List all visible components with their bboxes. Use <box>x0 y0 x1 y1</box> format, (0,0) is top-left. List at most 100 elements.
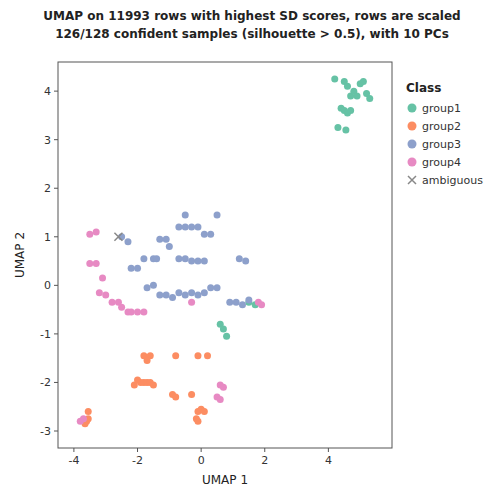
point <box>233 299 240 306</box>
legend-swatch <box>408 158 417 167</box>
point <box>131 381 138 388</box>
point <box>140 255 147 262</box>
point <box>258 301 265 308</box>
series <box>118 211 252 308</box>
x-tick <box>137 448 138 452</box>
point <box>128 309 135 316</box>
point <box>156 292 163 299</box>
point <box>150 381 157 388</box>
legend-label: group1 <box>422 102 461 115</box>
legend-label: group3 <box>422 138 461 151</box>
point <box>194 292 201 299</box>
legend-label: group4 <box>422 156 461 169</box>
point <box>194 258 201 265</box>
point <box>344 83 351 90</box>
point <box>109 299 116 306</box>
point <box>163 236 170 243</box>
point <box>144 357 151 364</box>
point <box>334 124 341 131</box>
point <box>242 258 249 265</box>
series <box>217 75 374 339</box>
y-tick-label: 3 <box>44 134 51 147</box>
x-tick-label: 4 <box>325 454 332 467</box>
point <box>172 394 179 401</box>
point <box>354 92 361 99</box>
point <box>153 255 160 262</box>
point <box>99 275 106 282</box>
chart: UMAP on 11993 rows with highest SD score… <box>0 0 504 504</box>
point <box>188 289 195 296</box>
point <box>366 95 373 102</box>
point <box>134 309 141 316</box>
legend-swatch <box>408 140 417 149</box>
series <box>77 228 265 424</box>
y-axis-label: UMAP 2 <box>13 232 27 278</box>
plot-frame <box>58 62 392 448</box>
point <box>223 333 230 340</box>
point <box>175 255 182 262</box>
y-tick-label: -3 <box>40 425 51 438</box>
point <box>226 299 233 306</box>
points <box>77 75 373 427</box>
point <box>188 391 195 398</box>
point <box>188 258 195 265</box>
point <box>217 396 224 403</box>
point <box>239 301 246 308</box>
point <box>144 284 151 291</box>
y-tick-label: 4 <box>44 85 51 98</box>
point <box>182 224 189 231</box>
point <box>182 255 189 262</box>
point <box>86 231 93 238</box>
point <box>245 296 252 303</box>
point <box>85 408 92 415</box>
point <box>182 292 189 299</box>
point <box>134 265 141 272</box>
y-tick <box>54 91 58 92</box>
x-tick <box>201 448 202 452</box>
legend: Classgroup1group2group3group4ambiguous <box>406 81 483 187</box>
point <box>175 224 182 231</box>
point <box>220 384 227 391</box>
point <box>201 408 208 415</box>
point <box>86 260 93 267</box>
point <box>118 304 125 311</box>
legend-swatch <box>408 104 417 113</box>
legend-swatch <box>408 122 417 131</box>
x-axis-label: UMAP 1 <box>202 473 248 487</box>
y-tick <box>54 139 58 140</box>
series <box>82 352 211 427</box>
point <box>347 107 354 114</box>
y-tick-label: -1 <box>40 328 51 341</box>
point <box>128 265 135 272</box>
point <box>163 292 170 299</box>
legend-label: group2 <box>422 120 461 133</box>
point <box>214 211 221 218</box>
point <box>331 75 338 82</box>
point <box>201 231 208 238</box>
series <box>114 233 122 241</box>
point <box>93 260 100 267</box>
point <box>188 299 195 306</box>
point <box>342 126 349 133</box>
x-tick-label: 0 <box>198 454 205 467</box>
point <box>172 352 179 359</box>
x-tick-label: 2 <box>261 454 268 467</box>
point <box>207 231 214 238</box>
point <box>214 284 221 291</box>
title: UMAP on 11993 rows with highest SD score… <box>43 9 460 23</box>
y-tick-label: 2 <box>44 182 51 195</box>
point <box>182 211 189 218</box>
point <box>201 258 208 265</box>
y-tick <box>54 188 58 189</box>
legend-swatch <box>408 176 416 184</box>
point <box>194 352 201 359</box>
y-tick-label: 1 <box>44 231 51 244</box>
subtitle: 126/128 confident samples (silhouette > … <box>55 27 449 41</box>
x-tick-label: -2 <box>132 454 143 467</box>
point <box>169 294 176 301</box>
axes: -4-2024-3-2-101234 <box>40 85 332 467</box>
point <box>156 236 163 243</box>
legend-label: ambiguous <box>422 174 483 187</box>
point <box>77 418 84 425</box>
point <box>93 228 100 235</box>
